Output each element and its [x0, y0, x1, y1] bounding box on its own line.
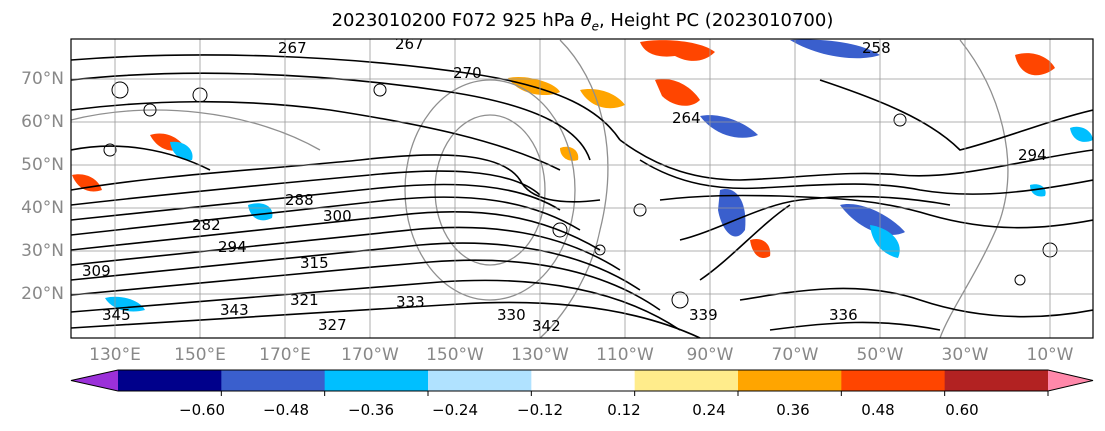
contour-label: 327: [318, 316, 347, 334]
lon-label-170e: 170°E: [259, 345, 311, 365]
contour-label: 288: [285, 191, 314, 209]
lon-label-110w: 110°W: [596, 345, 654, 365]
colorbar-segment: [738, 370, 842, 391]
colorbar-segment: [634, 370, 739, 391]
colorbar-extend-high: [1048, 370, 1093, 391]
colorbar-tick-label: −0.36: [348, 401, 394, 419]
colorbar-tick-label: 0.60: [945, 401, 979, 419]
contour-label: 270: [453, 64, 482, 82]
colorbar-tick-label: 0.24: [692, 401, 726, 419]
contour-label: 294: [1018, 146, 1047, 164]
contour-label: 267: [395, 35, 424, 53]
colorbar-segment: [531, 370, 636, 391]
contour-label: 330: [497, 306, 526, 324]
colorbar-tick-label: 0.48: [861, 401, 895, 419]
lon-label-50w: 50°W: [856, 345, 904, 365]
height-contours: [71, 39, 1009, 338]
lat-label-70n: 70°N: [21, 69, 64, 89]
colorbar-segment: [428, 370, 532, 391]
contour-label: 282: [192, 216, 221, 234]
colorbar-ticks: [220, 391, 1049, 396]
contour-label: 258: [862, 39, 891, 57]
colorbar-segments: [70, 369, 1094, 392]
lon-label-150e: 150°E: [174, 345, 226, 365]
map-frame: [70, 38, 1094, 339]
map-content: 267 267 270 258 264 288 300 282 294 309 …: [71, 35, 1093, 338]
lon-label-10w: 10°W: [1026, 345, 1074, 365]
contour-label: 315: [300, 254, 329, 272]
lat-label-40n: 40°N: [21, 198, 64, 218]
contour-label: 300: [323, 207, 352, 225]
colorbar-segment: [221, 370, 326, 391]
colorbar-tick-label: −0.48: [263, 401, 309, 419]
colorbar-outline: [70, 369, 1094, 392]
contour-label: 267: [278, 39, 307, 57]
colorbar-tick-label: 0.12: [607, 401, 641, 419]
lon-label-130e: 130°E: [89, 345, 141, 365]
colorbar-extend-low: [71, 370, 118, 391]
lat-label-30n: 30°N: [21, 241, 64, 261]
colorbar-segment: [841, 370, 946, 391]
colorbar-segment: [118, 370, 222, 391]
lon-label-90w: 90°W: [686, 345, 734, 365]
contour-labels: 267 267 270 258 264 288 300 282 294 309 …: [82, 35, 1047, 335]
lon-label-70w: 70°W: [771, 345, 819, 365]
lat-label-60n: 60°N: [21, 112, 64, 132]
contour-label: 264: [672, 109, 701, 127]
colorbar-tick-label: 0.36: [776, 401, 810, 419]
colorbar-tick-label: −0.24: [432, 401, 478, 419]
lon-label-130w: 130°W: [511, 345, 569, 365]
colorbar-tick-label: −0.12: [517, 401, 563, 419]
lon-label-150w: 150°W: [426, 345, 484, 365]
contour-label: 321: [290, 291, 319, 309]
contour-label: 345: [102, 306, 131, 324]
lat-label-50n: 50°N: [21, 155, 64, 175]
contour-label: 342: [532, 317, 561, 335]
colorbar-tick-label: −0.60: [179, 401, 225, 419]
contour-label: 333: [396, 293, 425, 311]
contour-label: 309: [82, 262, 111, 280]
colorbar-segment: [944, 370, 1049, 391]
map-title: 2023010200 F072 925 hPa θe, Height PC (2…: [331, 10, 834, 34]
theta-e-contours: [71, 54, 1093, 338]
lon-label-30w: 30°W: [941, 345, 989, 365]
contour-label: 336: [829, 306, 858, 324]
contour-label: 343: [220, 301, 249, 319]
graticule: [71, 39, 1093, 338]
small-contours: [103, 81, 1058, 309]
lon-label-170w: 170°W: [341, 345, 399, 365]
colorbar-segment: [324, 370, 429, 391]
lat-label-20n: 20°N: [21, 284, 64, 304]
contour-label: 294: [218, 238, 247, 256]
contour-label: 339: [689, 306, 718, 324]
